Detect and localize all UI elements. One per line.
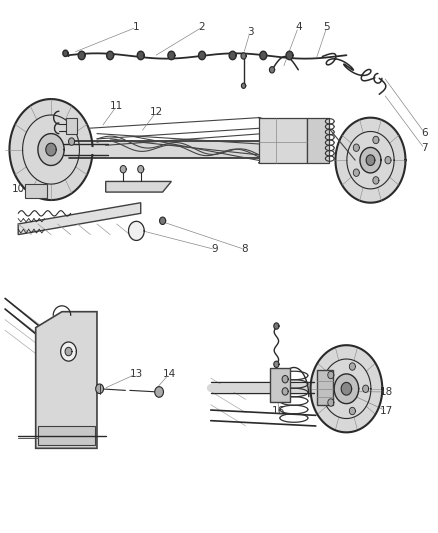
Polygon shape [78, 51, 85, 60]
Polygon shape [198, 51, 205, 60]
Polygon shape [240, 53, 246, 59]
Text: 1: 1 [133, 22, 139, 33]
Polygon shape [372, 176, 378, 184]
Polygon shape [241, 83, 245, 88]
Polygon shape [353, 169, 359, 176]
Polygon shape [159, 217, 165, 224]
Polygon shape [316, 370, 332, 405]
Polygon shape [273, 361, 279, 368]
Polygon shape [137, 51, 144, 60]
Text: 14: 14 [162, 369, 175, 379]
Polygon shape [25, 184, 46, 198]
Polygon shape [310, 345, 381, 432]
Polygon shape [333, 374, 358, 403]
Polygon shape [273, 323, 279, 329]
Polygon shape [35, 312, 97, 448]
Polygon shape [38, 134, 64, 165]
Polygon shape [372, 136, 378, 144]
Polygon shape [154, 386, 163, 397]
Polygon shape [60, 342, 76, 361]
Text: 11: 11 [110, 101, 123, 111]
Polygon shape [327, 372, 333, 379]
Text: 7: 7 [420, 143, 427, 154]
Polygon shape [259, 51, 266, 60]
Text: 8: 8 [241, 245, 247, 254]
Polygon shape [106, 51, 113, 60]
Polygon shape [258, 118, 306, 163]
Text: 4: 4 [294, 22, 301, 33]
Polygon shape [282, 375, 288, 383]
Polygon shape [46, 143, 56, 156]
Polygon shape [66, 118, 77, 134]
Text: 17: 17 [379, 406, 392, 416]
Polygon shape [327, 399, 333, 406]
Polygon shape [286, 51, 292, 60]
Text: 13: 13 [130, 369, 143, 379]
Polygon shape [269, 67, 274, 73]
Polygon shape [68, 141, 324, 158]
Polygon shape [229, 51, 236, 60]
Polygon shape [353, 144, 359, 151]
Polygon shape [38, 426, 95, 445]
Polygon shape [384, 157, 390, 164]
Polygon shape [362, 385, 368, 392]
Polygon shape [63, 50, 68, 56]
Text: 16: 16 [271, 406, 285, 416]
Polygon shape [349, 407, 355, 415]
Polygon shape [269, 368, 289, 402]
Polygon shape [349, 363, 355, 370]
Text: 5: 5 [323, 22, 329, 33]
Text: 9: 9 [211, 245, 218, 254]
Polygon shape [128, 221, 144, 240]
Polygon shape [106, 181, 171, 192]
Text: 18: 18 [379, 387, 392, 397]
Polygon shape [167, 51, 174, 60]
Polygon shape [282, 387, 288, 395]
Text: 2: 2 [198, 22, 205, 33]
Polygon shape [340, 382, 351, 395]
Polygon shape [120, 165, 126, 173]
Text: 3: 3 [246, 27, 253, 37]
Polygon shape [65, 348, 72, 356]
Polygon shape [138, 165, 144, 173]
Polygon shape [10, 99, 92, 200]
Polygon shape [95, 384, 103, 393]
Polygon shape [306, 118, 328, 163]
Polygon shape [359, 148, 380, 173]
Text: 15: 15 [271, 385, 285, 395]
Polygon shape [365, 155, 374, 165]
Polygon shape [68, 138, 74, 146]
Polygon shape [18, 203, 141, 235]
Polygon shape [335, 118, 405, 203]
Text: 6: 6 [420, 127, 427, 138]
Text: 12: 12 [149, 107, 162, 117]
Text: 10: 10 [12, 184, 25, 195]
